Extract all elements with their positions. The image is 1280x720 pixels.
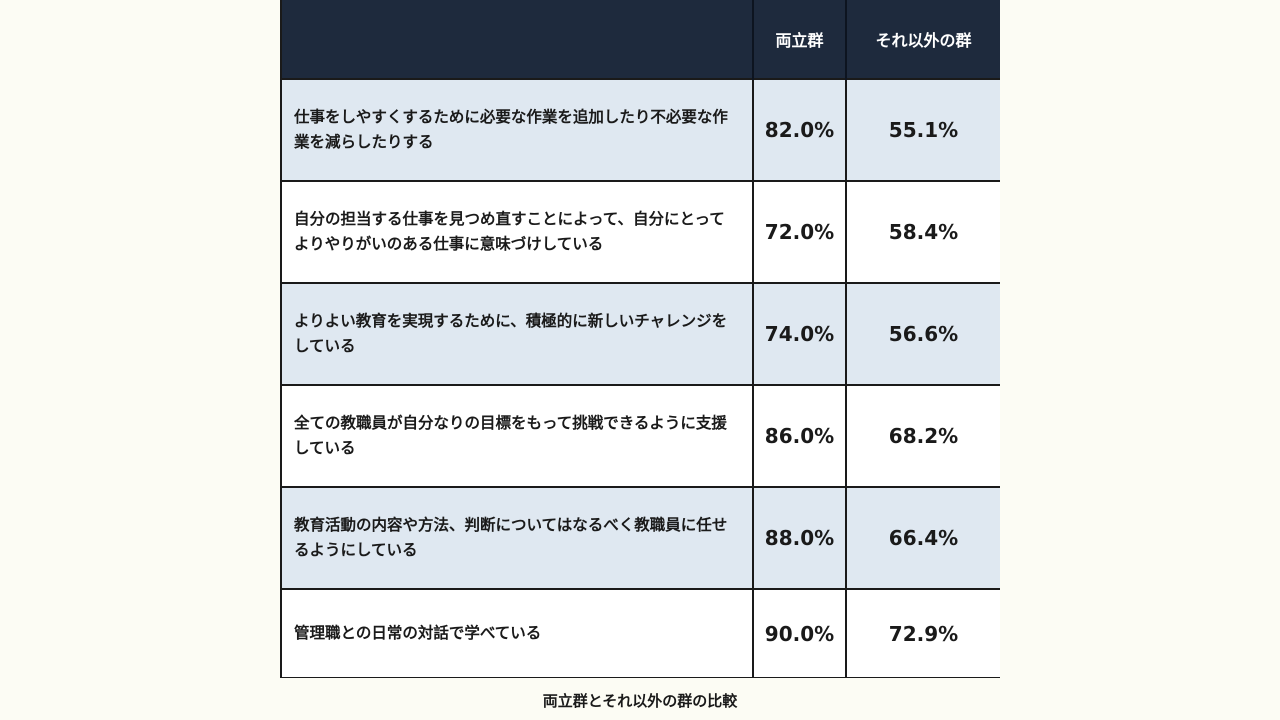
both-group-value: 86.0% (752, 384, 846, 487)
row-label: 全ての教職員が自分なりの目標をもって挑戦できるように支援している (282, 384, 753, 487)
other-group-value: 66.4% (845, 486, 1000, 589)
row-label: 仕事をしやすくするために必要な作業を追加したり不必要な作業を減らしたりする (282, 78, 753, 181)
both-group-value: 88.0% (752, 486, 846, 589)
table-caption: 両立群とそれ以外の群の比較 (542, 692, 738, 710)
table-row: 管理職との日常の対話で学べている 90.0% 72.9% (282, 588, 1000, 677)
header-both-group: 両立群 (752, 0, 846, 79)
row-label: よりよい教育を実現するために、積極的に新しいチャレンジをしている (282, 282, 753, 385)
header-other-group: それ以外の群 (845, 0, 1000, 79)
other-group-value: 72.9% (845, 588, 1000, 677)
comparison-table: 両立群 それ以外の群 仕事をしやすくするために必要な作業を追加したり不必要な作業… (282, 0, 1000, 677)
both-group-value: 82.0% (752, 78, 846, 181)
both-group-value: 72.0% (752, 180, 846, 283)
table-row: 自分の担当する仕事を見つめ直すことによって、自分にとってよりやりがいのある仕事に… (282, 180, 1000, 283)
table-row: よりよい教育を実現するために、積極的に新しいチャレンジをしている 74.0% 5… (282, 282, 1000, 385)
other-group-value: 58.4% (845, 180, 1000, 283)
table-row: 仕事をしやすくするために必要な作業を追加したり不必要な作業を減らしたりする 82… (282, 78, 1000, 181)
both-group-value: 74.0% (752, 282, 846, 385)
row-label: 自分の担当する仕事を見つめ直すことによって、自分にとってよりやりがいのある仕事に… (282, 180, 753, 283)
table-row: 全ての教職員が自分なりの目標をもって挑戦できるように支援している 86.0% 6… (282, 384, 1000, 487)
table-header-row: 両立群 それ以外の群 (282, 0, 1000, 79)
row-label: 教育活動の内容や方法、判断についてはなるべく教職員に任せるようにしている (282, 486, 753, 589)
row-label: 管理職との日常の対話で学べている (282, 588, 753, 677)
other-group-value: 68.2% (845, 384, 1000, 487)
other-group-value: 55.1% (845, 78, 1000, 181)
both-group-value: 90.0% (752, 588, 846, 677)
header-label-column (282, 0, 753, 79)
other-group-value: 56.6% (845, 282, 1000, 385)
table-row: 教育活動の内容や方法、判断についてはなるべく教職員に任せるようにしている 88.… (282, 486, 1000, 589)
comparison-table-container: 両立群 それ以外の群 仕事をしやすくするために必要な作業を追加したり不必要な作業… (280, 0, 1000, 678)
